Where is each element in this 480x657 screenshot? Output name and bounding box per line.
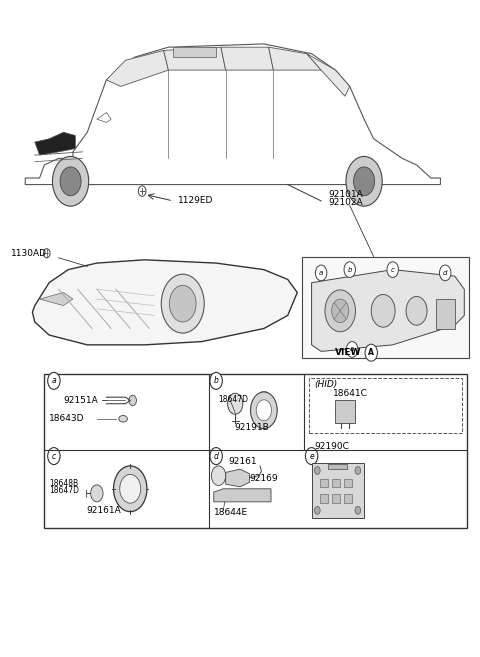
Circle shape: [129, 396, 136, 406]
Polygon shape: [39, 292, 73, 306]
Circle shape: [210, 373, 222, 390]
Text: d: d: [443, 270, 447, 276]
Polygon shape: [307, 54, 350, 97]
Circle shape: [347, 342, 358, 357]
Polygon shape: [25, 44, 441, 185]
Text: 92169: 92169: [250, 474, 278, 484]
Polygon shape: [164, 47, 226, 70]
Text: 18641C: 18641C: [333, 390, 368, 398]
Circle shape: [211, 466, 226, 486]
Circle shape: [210, 447, 222, 464]
Polygon shape: [35, 132, 75, 155]
Circle shape: [315, 265, 327, 281]
Text: (HID): (HID): [314, 380, 337, 388]
Bar: [332, 494, 340, 503]
Bar: [344, 494, 352, 503]
Text: e: e: [309, 451, 314, 461]
Circle shape: [48, 373, 60, 390]
Circle shape: [355, 466, 361, 474]
FancyBboxPatch shape: [436, 299, 455, 328]
Polygon shape: [33, 260, 297, 345]
Text: d: d: [214, 451, 218, 461]
Text: 92161: 92161: [228, 457, 257, 466]
Circle shape: [406, 296, 427, 325]
Text: A: A: [368, 348, 374, 357]
FancyBboxPatch shape: [312, 463, 364, 518]
Text: 92101A: 92101A: [328, 190, 363, 199]
Circle shape: [251, 392, 277, 428]
Polygon shape: [173, 47, 216, 57]
Circle shape: [138, 186, 146, 196]
Circle shape: [228, 394, 243, 414]
Circle shape: [91, 485, 103, 502]
Bar: [44, 374, 467, 528]
Circle shape: [60, 167, 81, 196]
Circle shape: [43, 249, 50, 258]
Circle shape: [52, 156, 89, 206]
Circle shape: [325, 290, 356, 332]
Bar: [320, 479, 328, 487]
Text: 1130AD: 1130AD: [11, 249, 47, 258]
Text: 1129ED: 1129ED: [178, 196, 213, 206]
Bar: [328, 464, 348, 469]
Polygon shape: [221, 47, 274, 70]
Circle shape: [256, 400, 272, 420]
Text: 92191B: 92191B: [235, 424, 269, 432]
Circle shape: [355, 507, 361, 514]
Text: 18647D: 18647D: [49, 486, 79, 495]
Polygon shape: [214, 489, 271, 502]
Polygon shape: [312, 269, 464, 351]
Polygon shape: [226, 469, 250, 487]
FancyBboxPatch shape: [302, 256, 469, 358]
Circle shape: [365, 344, 377, 361]
Text: c: c: [391, 267, 395, 273]
Circle shape: [314, 466, 320, 474]
Circle shape: [169, 285, 196, 322]
Bar: [320, 494, 328, 503]
Circle shape: [332, 299, 349, 323]
Circle shape: [120, 474, 141, 503]
Circle shape: [371, 294, 395, 327]
Circle shape: [161, 274, 204, 333]
Text: a: a: [319, 270, 323, 276]
Circle shape: [305, 447, 318, 464]
Polygon shape: [107, 51, 168, 87]
Circle shape: [346, 156, 382, 206]
Text: 92161A: 92161A: [86, 506, 121, 515]
FancyBboxPatch shape: [336, 401, 355, 423]
Bar: [332, 479, 340, 487]
Text: 92190C: 92190C: [314, 442, 349, 451]
Text: 18647D: 18647D: [218, 395, 249, 403]
Circle shape: [387, 261, 398, 277]
Circle shape: [314, 507, 320, 514]
Polygon shape: [97, 112, 111, 122]
Text: 18644E: 18644E: [214, 509, 248, 518]
Text: 18643D: 18643D: [49, 415, 84, 423]
Bar: [344, 479, 352, 487]
Text: a: a: [51, 376, 56, 386]
Text: c: c: [52, 451, 56, 461]
Polygon shape: [269, 47, 321, 70]
Circle shape: [48, 447, 60, 464]
Text: 92102A: 92102A: [328, 198, 363, 207]
Circle shape: [114, 466, 147, 512]
Text: a: a: [350, 346, 354, 352]
Text: b: b: [348, 267, 352, 273]
Circle shape: [354, 167, 374, 196]
Circle shape: [440, 265, 451, 281]
Circle shape: [344, 261, 356, 277]
Text: 18648B: 18648B: [49, 479, 78, 488]
Text: VIEW: VIEW: [336, 348, 362, 357]
Ellipse shape: [119, 415, 127, 422]
Text: 92151A: 92151A: [63, 396, 98, 405]
Text: b: b: [214, 376, 218, 386]
